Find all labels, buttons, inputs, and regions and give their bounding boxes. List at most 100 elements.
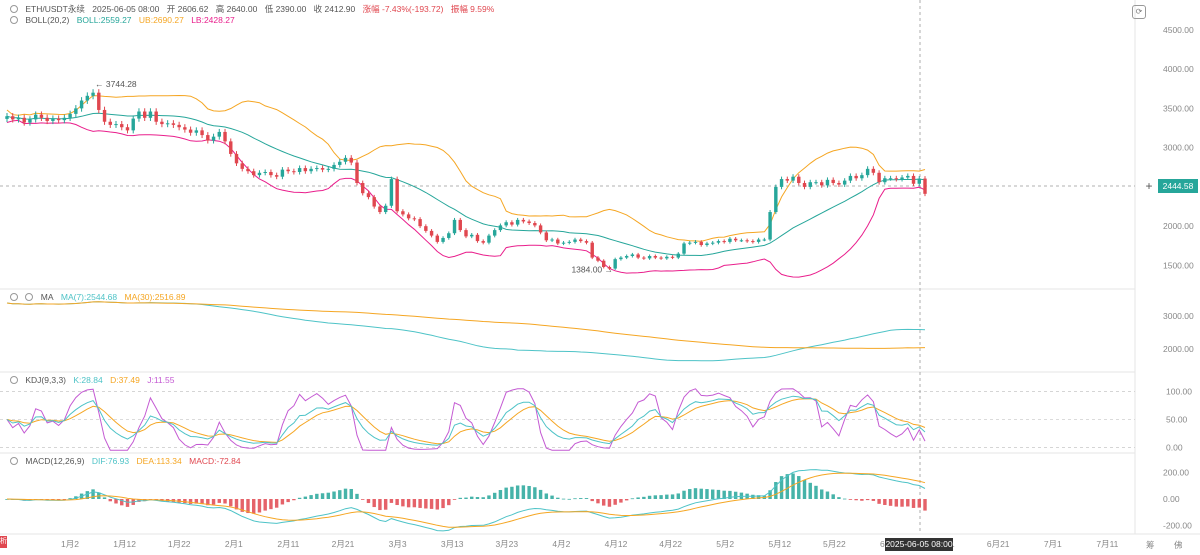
eye-icon[interactable] xyxy=(10,16,18,24)
date-tick-label: 2月1 xyxy=(225,539,243,549)
bottom-right-tab-1[interactable]: 筹 xyxy=(1146,540,1155,550)
candle xyxy=(596,256,600,263)
eye-icon[interactable] xyxy=(10,5,18,13)
candle xyxy=(315,165,319,172)
candle xyxy=(705,241,709,247)
kdj-axis: 0.00 50.00 100.00 xyxy=(1166,387,1192,453)
candle-body xyxy=(699,241,703,246)
price-tick-label: 3500.00 xyxy=(1163,103,1194,113)
macd-bar xyxy=(630,498,635,500)
candle xyxy=(699,240,703,247)
candle xyxy=(728,237,732,244)
candle xyxy=(171,120,176,128)
macd-bar xyxy=(498,490,503,499)
candle xyxy=(670,255,675,260)
date-tick-label: 7月11 xyxy=(1096,539,1118,549)
ma-tick-label: 3000.00 xyxy=(1163,311,1194,321)
kdj-tick-label: 50.00 xyxy=(1166,415,1188,425)
eye-icon[interactable] xyxy=(10,293,18,301)
boll-ub-label: UB:2690.27 xyxy=(138,15,184,25)
candle xyxy=(860,172,864,181)
candle xyxy=(561,240,566,246)
macd-axis: -200.00 0.00 200.00 xyxy=(1163,468,1192,531)
candle xyxy=(567,240,571,245)
candle xyxy=(470,233,474,239)
candle xyxy=(177,121,181,131)
candle-body xyxy=(257,172,262,176)
macd-bar xyxy=(521,485,526,499)
eye-icon[interactable] xyxy=(10,376,18,384)
candle-body xyxy=(366,193,371,198)
crosshair xyxy=(0,0,1135,534)
candle-body xyxy=(751,241,755,243)
candle xyxy=(590,240,594,260)
candle xyxy=(435,233,440,244)
candle-body xyxy=(842,180,847,185)
bottom-right-tab-2[interactable]: 佛 xyxy=(1174,540,1183,550)
candle xyxy=(263,169,267,176)
macd-bar xyxy=(418,499,422,508)
macd-bar xyxy=(544,493,549,499)
candle xyxy=(774,184,778,215)
candle-body xyxy=(303,168,308,172)
macd-bar xyxy=(475,497,480,499)
candle-body xyxy=(923,178,927,194)
macd-bar xyxy=(779,476,784,499)
analysis-tab[interactable]: 析 xyxy=(0,536,7,548)
candle xyxy=(16,114,21,123)
macd-bar xyxy=(653,495,658,499)
candle xyxy=(383,203,388,215)
candle xyxy=(223,128,227,145)
candle xyxy=(676,252,680,260)
candle-body xyxy=(906,175,910,178)
date-tick-label: 4月2 xyxy=(552,539,570,549)
datetime-label: 2025-06-05 08:00 xyxy=(92,4,160,14)
macd-bar xyxy=(538,489,543,499)
candle-body xyxy=(837,182,841,185)
boll-header: BOLL(20,2) BOLL:2559.27 UB:2690.27 LB:24… xyxy=(10,15,240,26)
candle xyxy=(693,240,698,245)
candle-body xyxy=(567,241,571,243)
candle-body xyxy=(372,197,376,207)
macd-bar xyxy=(774,482,778,499)
macd-bar xyxy=(200,499,204,505)
macd-bar xyxy=(825,491,830,499)
candle xyxy=(5,113,9,123)
candle-body xyxy=(573,239,577,242)
open-label: 开 2606.62 xyxy=(166,4,209,14)
candle-body xyxy=(435,235,440,242)
candle xyxy=(246,166,250,174)
candle xyxy=(888,175,893,181)
plus-icon[interactable]: + xyxy=(1145,179,1153,193)
candle-body xyxy=(85,95,90,101)
macd-bar xyxy=(860,499,864,501)
candle-body xyxy=(429,230,434,236)
candle xyxy=(515,217,520,227)
candle-body xyxy=(487,235,491,243)
macd-bar xyxy=(504,487,508,499)
refresh-icon[interactable]: ⟳ xyxy=(1132,5,1146,19)
candle-body xyxy=(378,206,382,213)
macd-bar xyxy=(68,498,72,499)
eye-icon[interactable] xyxy=(10,457,18,465)
macd-bar xyxy=(372,499,376,508)
macd-bar xyxy=(917,499,921,508)
macd-bar xyxy=(682,490,686,499)
candle xyxy=(871,166,876,176)
candle-body xyxy=(670,256,675,258)
eye-icon[interactable] xyxy=(25,293,34,301)
candle-body xyxy=(820,182,824,186)
candle-body xyxy=(475,234,480,242)
candle-body xyxy=(682,243,686,254)
macd-bar xyxy=(831,494,835,499)
candle-body xyxy=(148,111,153,118)
candle xyxy=(229,138,233,157)
crosshair-date-badge: 2025-06-05 08:00 xyxy=(885,538,953,551)
candle xyxy=(722,239,726,244)
candlesticks[interactable] xyxy=(5,89,927,270)
candle xyxy=(361,180,365,196)
candle xyxy=(854,173,858,181)
macd-bar xyxy=(206,499,210,506)
candle xyxy=(389,176,394,208)
